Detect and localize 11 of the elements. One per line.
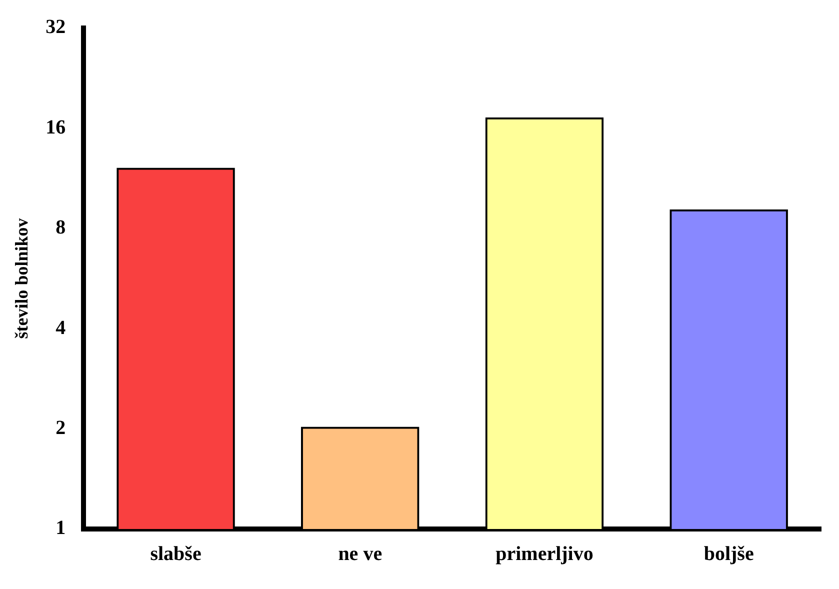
x-tick-label: slabše xyxy=(150,543,202,566)
y-tick-label: 1 xyxy=(56,517,66,540)
x-tick-label: ne ve xyxy=(338,543,382,566)
y-tick-label: 32 xyxy=(46,16,66,38)
x-tick-label: primerljivo xyxy=(496,543,594,566)
y-tick-label: 2 xyxy=(56,416,66,439)
y-tick-label: 4 xyxy=(56,316,66,339)
y-axis-title: število bolnikov xyxy=(11,218,32,339)
y-tick-label: 8 xyxy=(56,216,66,239)
x-tick-label: boljše xyxy=(704,543,754,566)
y-tick-label: 16 xyxy=(46,116,66,138)
